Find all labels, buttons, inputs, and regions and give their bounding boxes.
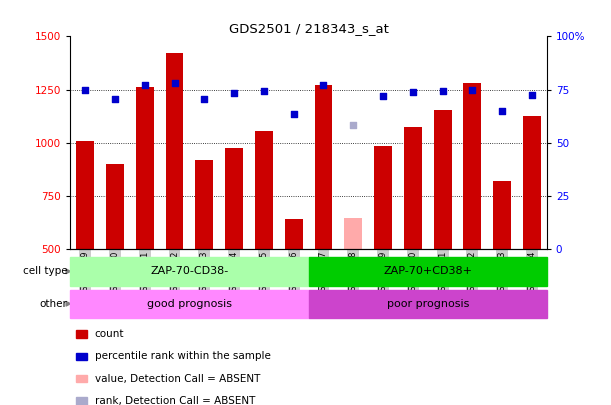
Bar — [136, 87, 154, 249]
Text: good prognosis: good prognosis — [147, 299, 232, 309]
Bar — [285, 219, 302, 249]
Bar — [374, 146, 392, 249]
Title: GDS2501 / 218343_s_at: GDS2501 / 218343_s_at — [229, 22, 389, 35]
Text: percentile rank within the sample: percentile rank within the sample — [95, 352, 271, 361]
Point — [348, 122, 358, 128]
Point — [80, 86, 90, 93]
Point — [199, 96, 209, 102]
Bar — [434, 110, 452, 249]
Bar — [309, 290, 547, 318]
Text: cell type: cell type — [23, 266, 67, 276]
Bar — [76, 141, 94, 249]
Point — [437, 87, 447, 94]
Text: count: count — [95, 329, 124, 339]
Point — [527, 92, 537, 98]
Text: ZAP-70-CD38-: ZAP-70-CD38- — [150, 266, 229, 276]
Bar — [196, 160, 213, 249]
Point — [229, 90, 239, 96]
Bar — [166, 53, 183, 249]
Bar — [463, 83, 481, 249]
Bar — [345, 218, 362, 249]
Text: other: other — [39, 299, 67, 309]
Point — [497, 108, 507, 114]
Text: value, Detection Call = ABSENT: value, Detection Call = ABSENT — [95, 374, 260, 384]
Text: poor prognosis: poor prognosis — [387, 299, 469, 309]
Bar — [309, 257, 547, 286]
Point — [289, 111, 299, 117]
Point — [378, 93, 388, 99]
Bar — [493, 181, 511, 249]
Bar — [404, 127, 422, 249]
Bar — [70, 257, 309, 286]
Point — [110, 96, 120, 102]
Point — [170, 80, 180, 86]
Point — [467, 86, 477, 93]
Point — [140, 82, 150, 89]
Bar — [315, 85, 332, 249]
Point — [318, 82, 328, 89]
Point — [259, 87, 269, 94]
Bar — [106, 164, 124, 249]
Bar — [255, 131, 273, 249]
Bar — [523, 116, 541, 249]
Point — [408, 88, 418, 95]
Text: ZAP-70+CD38+: ZAP-70+CD38+ — [383, 266, 472, 276]
Bar — [225, 148, 243, 249]
Text: rank, Detection Call = ABSENT: rank, Detection Call = ABSENT — [95, 396, 255, 405]
Bar — [70, 290, 309, 318]
